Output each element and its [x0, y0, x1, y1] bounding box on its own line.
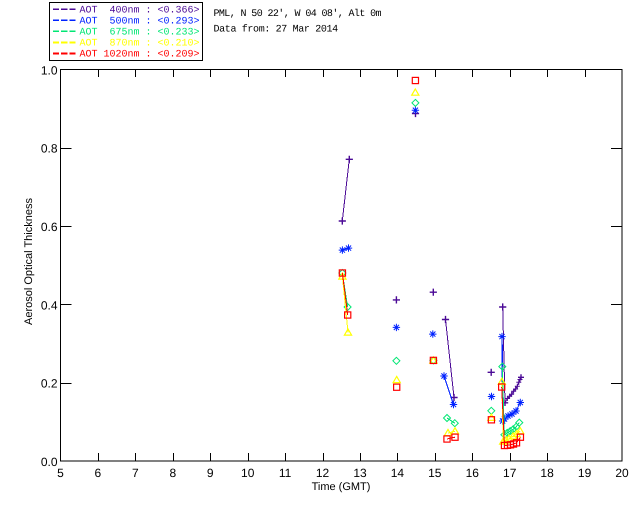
svg-text:18: 18: [540, 466, 554, 480]
svg-text:Aerosol Optical Thickness: Aerosol Optical Thickness: [23, 198, 35, 325]
svg-text:0.2: 0.2: [41, 377, 58, 391]
svg-text:14: 14: [391, 466, 405, 480]
svg-text:20: 20: [615, 466, 629, 480]
svg-text:AOT 500nm : <0.293>: AOT 500nm : <0.293>: [80, 17, 200, 28]
svg-text:13: 13: [353, 466, 367, 480]
svg-text:Data from: 27 Mar 2014: Data from: 27 Mar 2014: [214, 24, 339, 36]
svg-text:AOT 675nm : <0.233>: AOT 675nm : <0.233>: [80, 28, 200, 39]
svg-text:PML, N 50 22', W 04 08', Alt 0: PML, N 50 22', W 04 08', Alt 0m: [214, 8, 382, 20]
svg-text:7: 7: [132, 466, 139, 480]
svg-text:19: 19: [578, 466, 592, 480]
svg-text:1.0: 1.0: [41, 63, 58, 77]
svg-text:10: 10: [241, 466, 255, 480]
svg-text:15: 15: [428, 466, 442, 480]
svg-text:6: 6: [95, 466, 102, 480]
svg-text:5: 5: [57, 466, 64, 480]
svg-text:AOT 870nm : <0.210>: AOT 870nm : <0.210>: [80, 39, 200, 50]
svg-text:AOT 1020nm : <0.209>: AOT 1020nm : <0.209>: [80, 50, 200, 61]
svg-text:0.0: 0.0: [41, 455, 58, 469]
svg-text:Time (GMT): Time (GMT): [312, 481, 371, 493]
svg-text:16: 16: [466, 466, 480, 480]
svg-text:0.4: 0.4: [41, 298, 58, 312]
svg-text:9: 9: [207, 466, 214, 480]
svg-text:AOT 400nm : <0.366>: AOT 400nm : <0.366>: [80, 6, 200, 17]
svg-text:11: 11: [279, 466, 292, 480]
svg-text:17: 17: [503, 466, 517, 480]
svg-text:12: 12: [316, 466, 330, 480]
svg-text:0.6: 0.6: [41, 220, 58, 234]
svg-text:0.8: 0.8: [41, 142, 58, 156]
svg-text:8: 8: [169, 466, 176, 480]
